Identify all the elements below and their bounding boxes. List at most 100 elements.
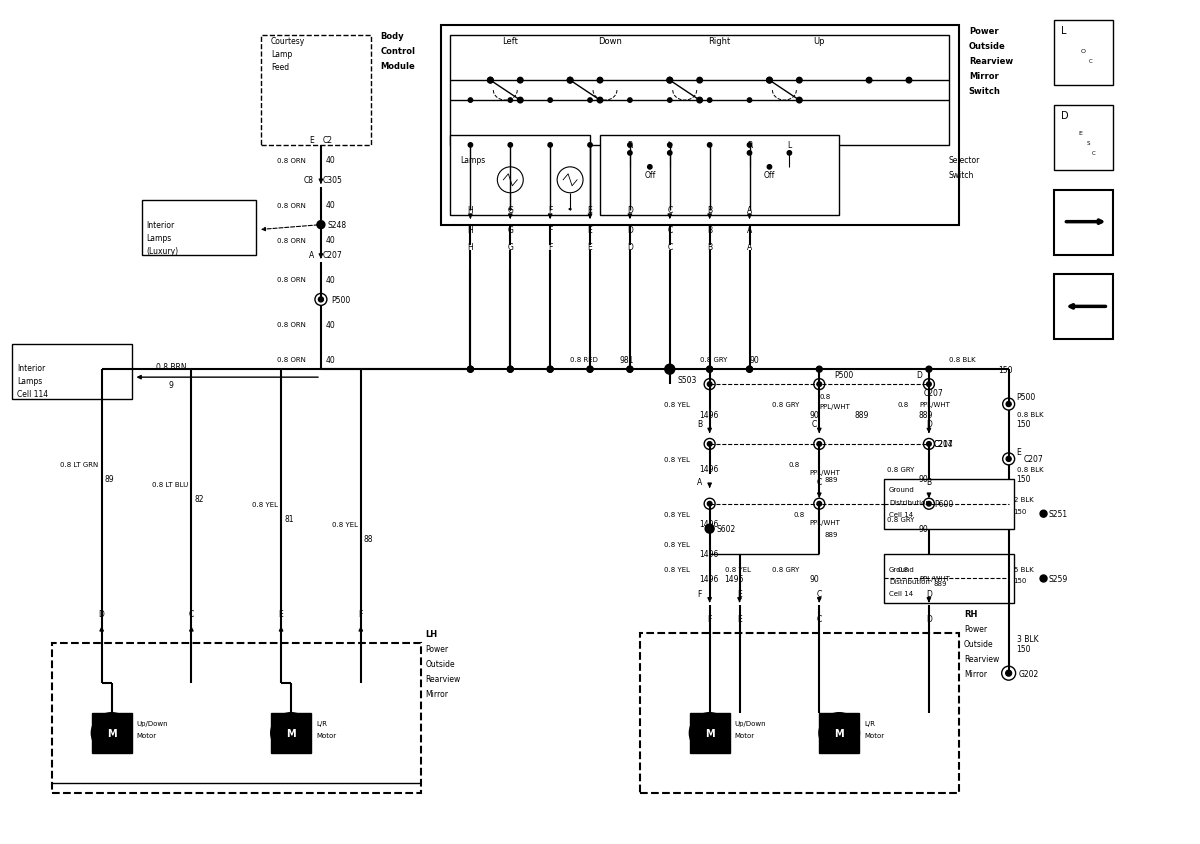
Text: C305: C305 bbox=[323, 176, 343, 185]
Text: 0.8 BLK: 0.8 BLK bbox=[949, 357, 976, 363]
Text: 0.8 GRY: 0.8 GRY bbox=[700, 357, 727, 363]
Text: C: C bbox=[811, 420, 817, 429]
Text: 150: 150 bbox=[998, 365, 1013, 374]
Text: PPL/WHT: PPL/WHT bbox=[809, 469, 840, 475]
Text: B: B bbox=[707, 226, 713, 235]
Text: C: C bbox=[1088, 58, 1092, 63]
Bar bbox=[52, 643, 420, 793]
Text: 889: 889 bbox=[854, 410, 869, 419]
Text: 889: 889 bbox=[824, 476, 838, 482]
Text: 40: 40 bbox=[326, 201, 336, 210]
Text: 0.8 RED: 0.8 RED bbox=[570, 357, 598, 363]
Circle shape bbox=[667, 99, 672, 103]
Bar bbox=[262, 36, 371, 146]
Text: 82: 82 bbox=[194, 495, 204, 504]
Circle shape bbox=[468, 99, 473, 103]
Text: B: B bbox=[926, 478, 931, 487]
Text: E: E bbox=[1079, 132, 1082, 136]
Text: E: E bbox=[278, 609, 283, 618]
Text: Mirror: Mirror bbox=[968, 72, 998, 80]
Circle shape bbox=[626, 367, 632, 373]
Text: D: D bbox=[926, 420, 932, 429]
Circle shape bbox=[748, 143, 751, 148]
Text: S: S bbox=[1086, 141, 1090, 146]
Text: 0.8 LT BLU: 0.8 LT BLU bbox=[152, 481, 188, 487]
Circle shape bbox=[707, 367, 713, 373]
Text: 0.8 YEL: 0.8 YEL bbox=[664, 457, 690, 463]
Text: M: M bbox=[287, 728, 296, 738]
Text: Motor: Motor bbox=[734, 732, 755, 738]
Bar bbox=[1054, 106, 1114, 170]
Circle shape bbox=[1006, 670, 1012, 676]
Circle shape bbox=[1006, 402, 1012, 407]
Bar bbox=[1054, 191, 1114, 255]
Text: 1496: 1496 bbox=[700, 520, 719, 528]
Text: Distribution: Distribution bbox=[889, 579, 930, 585]
Text: 0.8 GRY: 0.8 GRY bbox=[887, 466, 914, 473]
Text: 0.8 GRY: 0.8 GRY bbox=[887, 516, 914, 522]
Text: Motor: Motor bbox=[137, 732, 157, 738]
Text: 0.8 LT GRN: 0.8 LT GRN bbox=[60, 462, 98, 468]
Text: C207: C207 bbox=[323, 251, 343, 260]
Text: 90: 90 bbox=[750, 355, 760, 365]
Circle shape bbox=[1040, 576, 1048, 582]
Text: 89: 89 bbox=[104, 474, 114, 484]
Text: 90: 90 bbox=[919, 524, 929, 533]
Circle shape bbox=[708, 143, 712, 148]
Text: Up: Up bbox=[814, 36, 826, 46]
Text: Ground: Ground bbox=[889, 486, 914, 492]
Text: Left: Left bbox=[503, 36, 518, 46]
Circle shape bbox=[667, 367, 673, 373]
Text: S602: S602 bbox=[716, 524, 736, 533]
Text: 40: 40 bbox=[326, 235, 336, 245]
Text: D: D bbox=[926, 589, 932, 598]
Text: Outside: Outside bbox=[426, 659, 455, 668]
Circle shape bbox=[797, 98, 802, 104]
Text: Rearview: Rearview bbox=[426, 674, 461, 683]
Text: B: B bbox=[707, 243, 713, 252]
Circle shape bbox=[748, 99, 751, 103]
Circle shape bbox=[697, 78, 702, 84]
Bar bbox=[884, 479, 1014, 529]
Text: 40: 40 bbox=[326, 156, 336, 165]
Circle shape bbox=[517, 78, 523, 84]
Text: D: D bbox=[926, 614, 932, 623]
Circle shape bbox=[508, 143, 512, 148]
Text: 0.8 BLK: 0.8 BLK bbox=[1016, 412, 1043, 418]
Circle shape bbox=[648, 165, 652, 170]
Text: P500: P500 bbox=[331, 295, 350, 305]
Text: 0.8 YEL: 0.8 YEL bbox=[725, 565, 750, 572]
Text: PPL/WHT: PPL/WHT bbox=[809, 519, 840, 525]
Circle shape bbox=[926, 382, 931, 387]
Text: Motor: Motor bbox=[864, 732, 884, 738]
Text: F: F bbox=[359, 609, 362, 618]
Text: Control: Control bbox=[380, 46, 415, 56]
Text: G202: G202 bbox=[1019, 669, 1039, 678]
Text: Power: Power bbox=[968, 27, 998, 35]
Circle shape bbox=[667, 78, 672, 84]
Text: 40: 40 bbox=[326, 276, 336, 284]
Text: 0.8 BLK: 0.8 BLK bbox=[1016, 466, 1043, 473]
Circle shape bbox=[817, 502, 822, 506]
Circle shape bbox=[767, 78, 773, 84]
Text: L: L bbox=[667, 141, 672, 150]
Text: A: A bbox=[746, 243, 752, 252]
Text: Lamps: Lamps bbox=[461, 156, 486, 165]
Text: P500: P500 bbox=[834, 371, 853, 379]
Circle shape bbox=[667, 152, 672, 156]
Text: A: A bbox=[746, 206, 752, 215]
Text: 889: 889 bbox=[934, 581, 947, 587]
Text: E: E bbox=[310, 136, 314, 145]
Text: 0.8 ORN: 0.8 ORN bbox=[277, 357, 306, 363]
Bar bbox=[450, 136, 590, 215]
Text: M: M bbox=[834, 728, 844, 738]
Text: H: H bbox=[468, 226, 473, 235]
Text: Off: Off bbox=[763, 171, 775, 180]
Text: D: D bbox=[626, 243, 632, 252]
Text: Cell 14: Cell 14 bbox=[889, 591, 913, 597]
Text: PPL/WHT: PPL/WHT bbox=[919, 576, 950, 582]
Text: L/R: L/R bbox=[316, 720, 326, 726]
FancyBboxPatch shape bbox=[820, 713, 859, 753]
Circle shape bbox=[568, 78, 572, 84]
Circle shape bbox=[468, 143, 473, 148]
